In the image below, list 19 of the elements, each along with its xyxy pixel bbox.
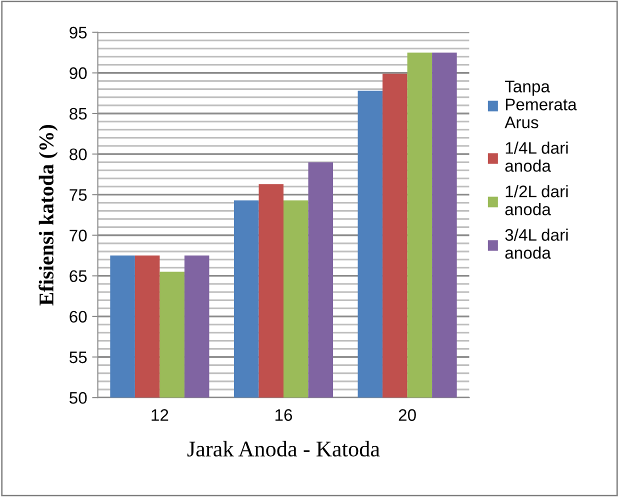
y-tick-label: 75 — [70, 189, 87, 201]
legend-label: Tanpa Pemerata Arus — [504, 80, 577, 128]
legend-label: 1/2L dari anoda — [505, 185, 568, 216]
x-tick-label: 12 — [152, 409, 168, 421]
y-tick-label: 50 — [70, 392, 87, 404]
x-axis-title: Jarak Anoda - Katoda — [187, 440, 380, 457]
y-axis-title: Efisiensi katoda (%) — [38, 125, 58, 306]
y-tick-label: 65 — [70, 270, 87, 282]
y-tick-label: 70 — [70, 230, 87, 242]
x-tick-label: 16 — [276, 409, 292, 421]
y-tick-label: 55 — [70, 352, 87, 364]
y-tick-label: 80 — [70, 148, 87, 160]
legend-label: 1/4L dari anoda — [505, 142, 568, 172]
x-tick-label: 20 — [398, 409, 416, 421]
y-tick-label: 95 — [70, 26, 87, 39]
y-tick-label: 85 — [70, 108, 87, 120]
y-tick-label: 90 — [70, 67, 87, 80]
legend-label: 3/4L dari anoda — [505, 228, 568, 259]
y-tick-label: 60 — [70, 310, 87, 323]
